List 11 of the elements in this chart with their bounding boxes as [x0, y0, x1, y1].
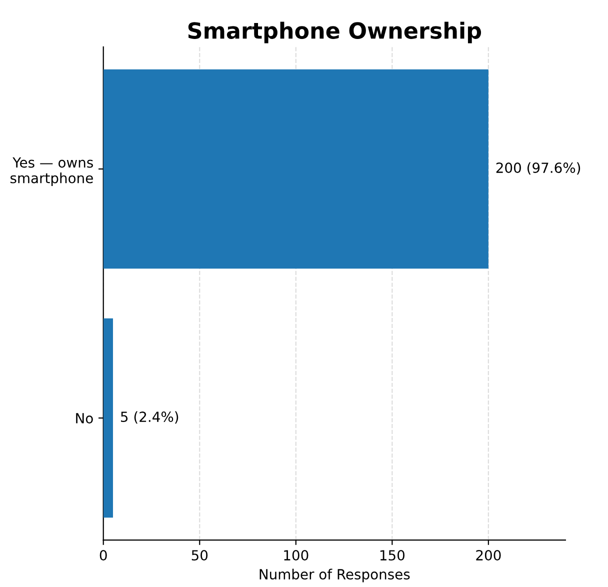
x-tick-label: 100	[284, 550, 308, 561]
data-label: 200 (97.6%)	[496, 162, 580, 175]
data-label: 5 (2.4%)	[121, 411, 178, 424]
x-tick-label: 0	[100, 550, 107, 561]
y-tick-label: Yes — owns smartphone	[10, 157, 93, 186]
x-tick-label: 150	[380, 550, 404, 561]
x-axis-title: Number of Responses	[260, 568, 410, 582]
chart-title: Smartphone Ownership	[188, 22, 482, 44]
y-tick-label: No	[76, 413, 93, 424]
x-tick-label: 50	[192, 550, 208, 561]
x-tick-label: 200	[476, 550, 501, 561]
